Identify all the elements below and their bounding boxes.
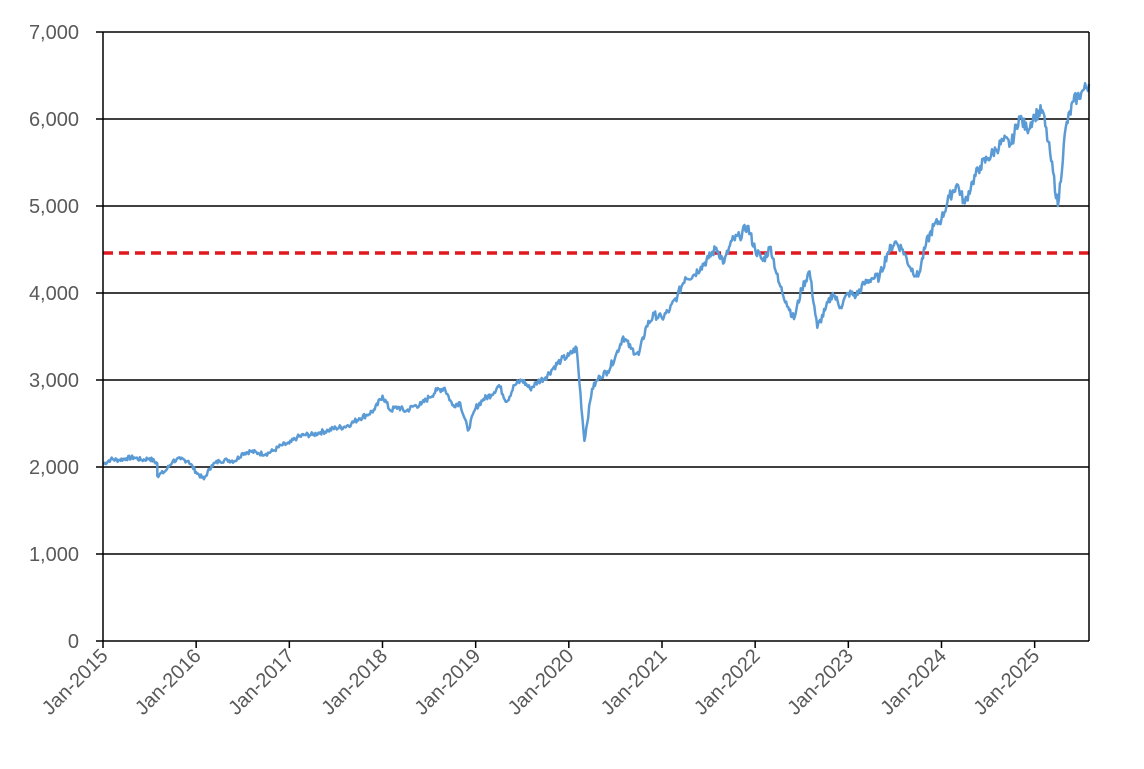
x-tick-label: Jan-2016: [131, 645, 206, 720]
x-tick-labels: Jan-2015 Jan-2016 Jan-2017 Jan-2018 Jan-2019…: [38, 645, 1044, 720]
y-tick-labels: 0 1,000 2,000 3,000 4,000 5,000 6,000 7,000: [29, 22, 79, 653]
x-tick-label: Jan-2018: [317, 645, 392, 720]
x-tick-label: Jan-2023: [783, 645, 858, 720]
x-tick-label: Jan-2022: [690, 645, 765, 720]
y-tick-label: 1,000: [29, 544, 79, 566]
series-group: [102, 81, 1091, 481]
x-tick-label: Jan-2021: [597, 645, 672, 720]
x-tick-label: Jan-2024: [876, 645, 951, 720]
gridlines: [103, 31, 1089, 555]
x-tick-label: Jan-2025: [970, 645, 1045, 720]
y-tick-label: 3,000: [29, 370, 79, 392]
y-tick-label: 7,000: [29, 22, 79, 44]
x-tick-label: Jan-2020: [504, 645, 579, 720]
series-line: [102, 81, 1091, 481]
y-tick-label: 5,000: [29, 196, 79, 218]
axes: [96, 31, 1090, 648]
y-tick-label: 6,000: [29, 109, 79, 131]
x-tick-label: Jan-2017: [224, 645, 299, 720]
y-tick-label: 2,000: [29, 457, 79, 479]
y-tick-label: 4,000: [29, 283, 79, 305]
x-tick-label: Jan-2019: [411, 645, 486, 720]
y-tick-label: 0: [68, 631, 79, 653]
x-tick-label: Jan-2015: [38, 645, 113, 720]
